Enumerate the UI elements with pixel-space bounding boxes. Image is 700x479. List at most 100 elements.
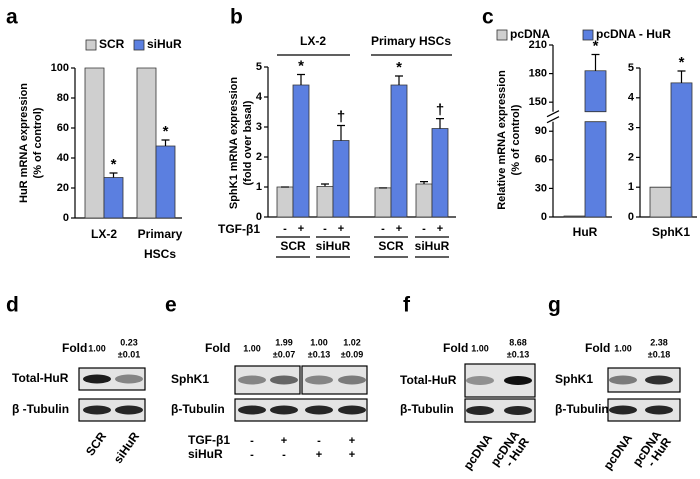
condition-label: siHuR bbox=[188, 447, 223, 461]
blot-band bbox=[270, 405, 298, 415]
fold-value: ±0.07 bbox=[273, 349, 295, 359]
fold-label: Fold bbox=[62, 341, 87, 355]
error-bar bbox=[591, 53, 600, 71]
y-tick-label: 1 bbox=[628, 181, 634, 193]
group-label: Primary HSCs bbox=[371, 34, 451, 48]
condition-sign: - bbox=[250, 435, 254, 447]
fold-value: 1.00 bbox=[614, 343, 632, 353]
blot-row-label: β-Tubulin bbox=[555, 402, 609, 416]
y-tick-label: 20 bbox=[57, 182, 69, 194]
bar bbox=[670, 82, 693, 218]
bar bbox=[390, 84, 408, 218]
error-bar bbox=[420, 181, 428, 184]
blot-band bbox=[83, 405, 111, 415]
fold-value: 8.68 bbox=[509, 337, 527, 347]
treatment-label: TGF-β1 bbox=[218, 222, 260, 236]
panel-letter: f bbox=[403, 294, 411, 317]
y-tick-label: 5 bbox=[628, 62, 634, 74]
blot-frame bbox=[464, 398, 536, 423]
blot-band bbox=[338, 375, 366, 385]
x-tick-label: SCR bbox=[280, 239, 306, 253]
treatment-sign: + bbox=[298, 223, 304, 235]
y-tick-label: 2 bbox=[628, 151, 634, 163]
significance-marker: * bbox=[593, 37, 599, 54]
blot-band bbox=[609, 375, 637, 385]
error-bar bbox=[297, 73, 305, 85]
y-tick-label: 1 bbox=[256, 181, 262, 193]
lane-label: SCR bbox=[83, 429, 109, 458]
lane-label-line: pcDNA bbox=[601, 431, 636, 472]
y-tick-label: 180 bbox=[529, 67, 547, 79]
x-tick-label: siHuR bbox=[415, 239, 450, 253]
y-tick-label: 2 bbox=[256, 151, 262, 163]
blot-frame bbox=[234, 398, 368, 422]
x-tick-label: HuR bbox=[573, 225, 598, 239]
significance-marker: * bbox=[298, 57, 304, 74]
fold-value: 1.00 bbox=[243, 343, 261, 353]
y-tick-label: 0 bbox=[628, 211, 634, 223]
bar bbox=[276, 186, 294, 218]
blot-frame bbox=[78, 398, 146, 422]
x-tick-label: LX-2 bbox=[91, 227, 117, 241]
condition-sign: + bbox=[349, 449, 355, 461]
blot-band bbox=[504, 406, 532, 415]
y-tick-label: 0 bbox=[541, 211, 547, 223]
y-tick-label: 60 bbox=[535, 154, 547, 166]
treatment-sign: - bbox=[381, 223, 385, 235]
treatment-sign: + bbox=[396, 223, 402, 235]
bar bbox=[374, 187, 392, 218]
axis-break bbox=[546, 110, 560, 124]
group-label: LX-2 bbox=[300, 34, 326, 48]
panel-letter: e bbox=[165, 294, 177, 317]
fold-value: ±0.01 bbox=[118, 349, 140, 359]
significance-marker: † bbox=[337, 108, 345, 125]
error-bar bbox=[395, 75, 403, 85]
y-tick-label: 3 bbox=[256, 121, 262, 133]
y-tick-label: 4 bbox=[256, 91, 263, 103]
y-tick-label: 210 bbox=[529, 39, 547, 51]
y-tick-label: 60 bbox=[57, 122, 69, 134]
x-tick-label: SCR bbox=[378, 239, 404, 253]
y-tick-label: 100 bbox=[51, 62, 69, 74]
lane-label: pcDNA bbox=[461, 431, 496, 472]
y-tick-label: 80 bbox=[57, 92, 69, 104]
x-tick-label: HSCs bbox=[144, 247, 176, 261]
bar bbox=[332, 140, 350, 218]
panel-letter: c bbox=[482, 6, 494, 29]
lane-label: pcDNA bbox=[601, 431, 636, 472]
lane-label-line: SCR bbox=[83, 429, 109, 458]
blot-band bbox=[115, 374, 143, 384]
blot-frame bbox=[607, 398, 681, 422]
bar bbox=[431, 128, 449, 218]
y-tick-label: 0 bbox=[256, 211, 262, 223]
fold-label: Fold bbox=[205, 341, 230, 355]
y-tick-label: 150 bbox=[529, 96, 547, 108]
x-tick-label: SphK1 bbox=[652, 225, 690, 239]
blot-row-label: Total-HuR bbox=[400, 373, 457, 387]
blot-band bbox=[466, 406, 494, 415]
fold-value: 1.02 bbox=[343, 337, 361, 347]
error-bar bbox=[321, 183, 329, 187]
blot-frame bbox=[78, 367, 146, 391]
blot-row-label: SphK1 bbox=[555, 372, 593, 386]
legend-swatch bbox=[582, 29, 594, 41]
blot-band bbox=[645, 375, 673, 385]
y-tick-label: 4 bbox=[628, 92, 635, 104]
condition-sign: + bbox=[349, 435, 355, 447]
x-tick-label: Primary bbox=[138, 227, 183, 241]
error-bar bbox=[337, 124, 345, 141]
blot-band bbox=[466, 376, 494, 385]
blot-band bbox=[115, 405, 143, 415]
blot-row-label: β -Tubulin bbox=[12, 402, 69, 416]
blot-band bbox=[609, 405, 637, 415]
fold-value: ±0.13 bbox=[507, 349, 529, 359]
bar bbox=[584, 70, 607, 218]
blot-band bbox=[238, 375, 266, 385]
significance-marker: † bbox=[436, 102, 444, 119]
y-axis-label: (fold over basal) bbox=[242, 100, 254, 185]
condition-sign: - bbox=[282, 449, 286, 461]
treatment-sign: - bbox=[323, 223, 327, 235]
y-axis-label: (% of control) bbox=[510, 104, 522, 175]
error-bar bbox=[109, 172, 118, 178]
